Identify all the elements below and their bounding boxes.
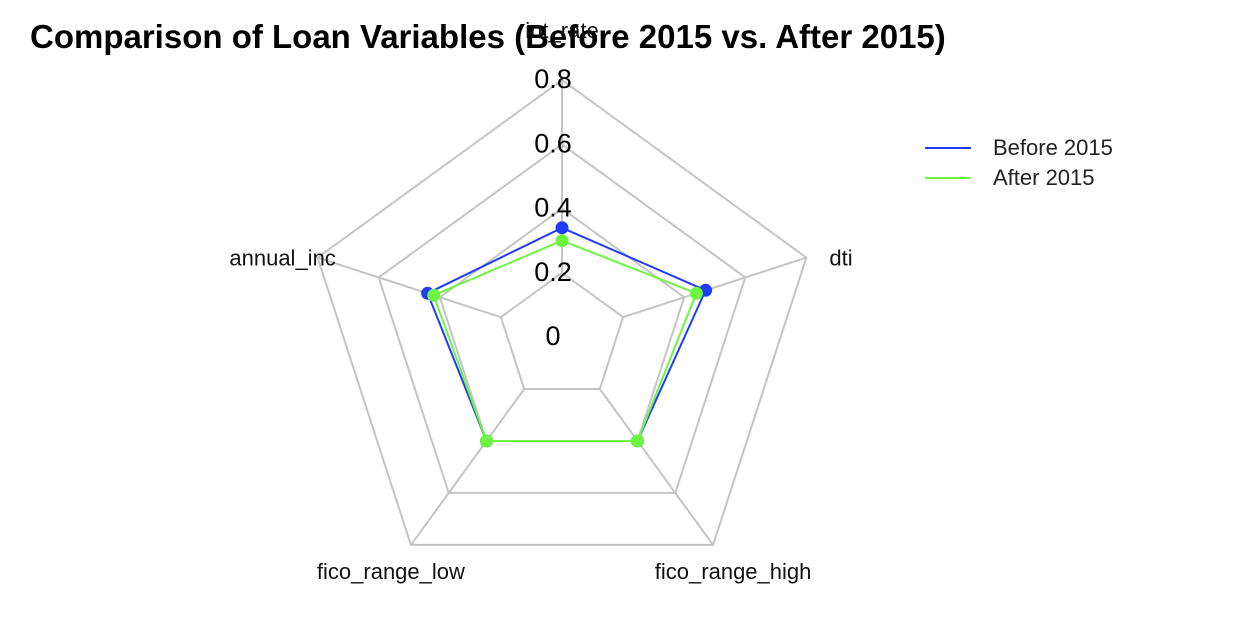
grid-ring [377,143,747,494]
legend: Before 2015 After 2015 [925,133,1113,193]
series-point-before-2015-int-rate[interactable] [555,221,569,235]
axis-label-int-rate: int_rate [525,18,598,43]
radial-tick-label: 0.6 [534,128,572,158]
radar-series [421,221,713,448]
legend-label-after-2015: After 2015 [993,165,1095,190]
series-line-after-2015 [432,239,698,442]
axis-label-dti: dti [829,246,852,271]
legend-swatch-before-2015 [925,147,971,149]
radial-tick-label: 0.4 [534,193,572,223]
chart-title: Comparison of Loan Variables (Before 201… [30,18,946,55]
grid-ring [316,78,808,546]
legend-swatch-after-2015 [925,177,971,179]
series-point-after-2015-int-rate[interactable] [555,234,569,248]
legend-item-before-2015[interactable]: Before 2015 [925,133,1113,163]
grid-spoke-annual-inc [317,256,502,319]
radial-tick-label: 0.8 [534,64,572,94]
axis-label-fico-range-low: fico_range_low [317,559,465,584]
grid-ring [499,271,625,390]
legend-item-after-2015[interactable]: After 2015 [925,163,1113,193]
radial-tick-label: 0 [545,321,560,351]
axis-label-fico-range-high: fico_range_high [655,559,812,584]
series-point-after-2015-annual-inc[interactable] [427,288,441,302]
grid-spoke-fico-range-high [598,388,714,546]
grid-spoke-dti [622,256,807,319]
series-point-after-2015-dti[interactable] [689,286,703,300]
legend-label-before-2015: Before 2015 [993,135,1113,160]
grid-spoke-fico-range-low [410,388,526,546]
axis-label-annual-inc: annual_inc [229,246,335,271]
series-point-after-2015-fico-range-high[interactable] [631,434,644,448]
series-point-after-2015-fico-range-low[interactable] [480,434,493,448]
radial-tick-label: 0.2 [534,257,572,287]
